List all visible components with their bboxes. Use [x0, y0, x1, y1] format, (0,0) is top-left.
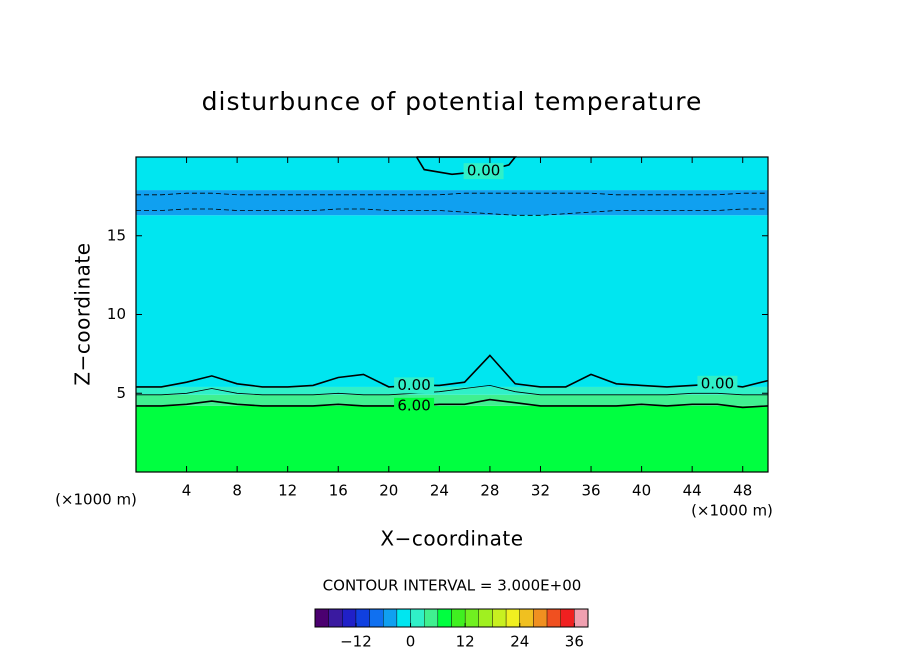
- field-band: [136, 405, 768, 472]
- colorbar-tick-label: −12: [340, 633, 372, 651]
- colorbar-frame: [314, 608, 589, 628]
- colorbar-cell: [464, 608, 479, 628]
- y-axis-label: Z−coordinate: [71, 242, 95, 385]
- colorbar-cell: [328, 608, 343, 628]
- colorbar-cell: [342, 608, 357, 628]
- contour-label: 6.00: [397, 396, 430, 414]
- contour-label-bg: [394, 397, 435, 414]
- contour-label: 0.00: [467, 162, 500, 180]
- colorbar-cell: [574, 608, 589, 628]
- x-tick-label: 40: [632, 482, 651, 500]
- x-tick-label: 48: [733, 482, 752, 500]
- contour-line: [136, 208, 768, 216]
- y-tick-label: 5: [116, 384, 126, 402]
- colorbar-cell: [560, 608, 575, 628]
- x-tick-label: 20: [379, 482, 398, 500]
- contour-line: [136, 354, 769, 388]
- y-tick-label: 10: [107, 305, 126, 323]
- x-tick-label: 28: [480, 482, 499, 500]
- colorbar-cell: [546, 608, 561, 628]
- x-tick-label: 12: [278, 482, 297, 500]
- colorbar-cell: [505, 608, 520, 628]
- colorbar-tick-label: 12: [456, 633, 475, 651]
- chart-title: disturbunce of potential temperature: [202, 87, 703, 116]
- contour-interval: CONTOUR INTERVAL = 3.000E+00: [323, 577, 582, 595]
- field-band: [136, 386, 768, 395]
- colorbar-cell: [451, 608, 466, 628]
- contour-label: 0.00: [397, 376, 430, 394]
- contour-label: 0.00: [701, 374, 734, 392]
- colorbar-cell: [314, 608, 329, 628]
- x-unit-label: (×1000 m): [691, 502, 773, 520]
- y-unit-label: (×1000 m): [55, 491, 137, 509]
- colorbar-cell: [396, 608, 411, 628]
- colorbar-cell: [383, 608, 398, 628]
- colorbar-cell: [533, 608, 548, 628]
- contour-label-bg: [463, 163, 504, 180]
- colorbar-cell: [355, 608, 370, 628]
- x-tick-label: 36: [581, 482, 600, 500]
- contour-line: [136, 384, 768, 396]
- field-band: [136, 215, 768, 387]
- x-tick-label: 24: [430, 482, 449, 500]
- colorbar-cell: [492, 608, 507, 628]
- colorbar-cell: [437, 608, 452, 628]
- contour-label-bg: [697, 375, 738, 392]
- colorbar-cell: [424, 608, 439, 628]
- x-tick-label: 44: [683, 482, 702, 500]
- x-axis-label: X−coordinate: [380, 527, 523, 551]
- colorbar-tick-label: 0: [406, 633, 416, 651]
- field-band: [136, 394, 768, 406]
- x-tick-label: 4: [182, 482, 192, 500]
- x-tick-label: 16: [329, 482, 348, 500]
- x-tick-label: 32: [531, 482, 550, 500]
- colorbar-tick-label: 24: [510, 633, 529, 651]
- contour-line: [136, 398, 769, 409]
- colorbar-cell: [519, 608, 534, 628]
- colorbar-tick-label: 36: [565, 633, 584, 651]
- x-tick-label: 8: [232, 482, 242, 500]
- y-tick-label: 15: [107, 226, 126, 244]
- contour-label-bg: [394, 377, 435, 394]
- colorbar-cell: [478, 608, 493, 628]
- colorbar-cell: [369, 608, 384, 628]
- colorbar-cell: [410, 608, 425, 628]
- contour-line: [136, 192, 768, 196]
